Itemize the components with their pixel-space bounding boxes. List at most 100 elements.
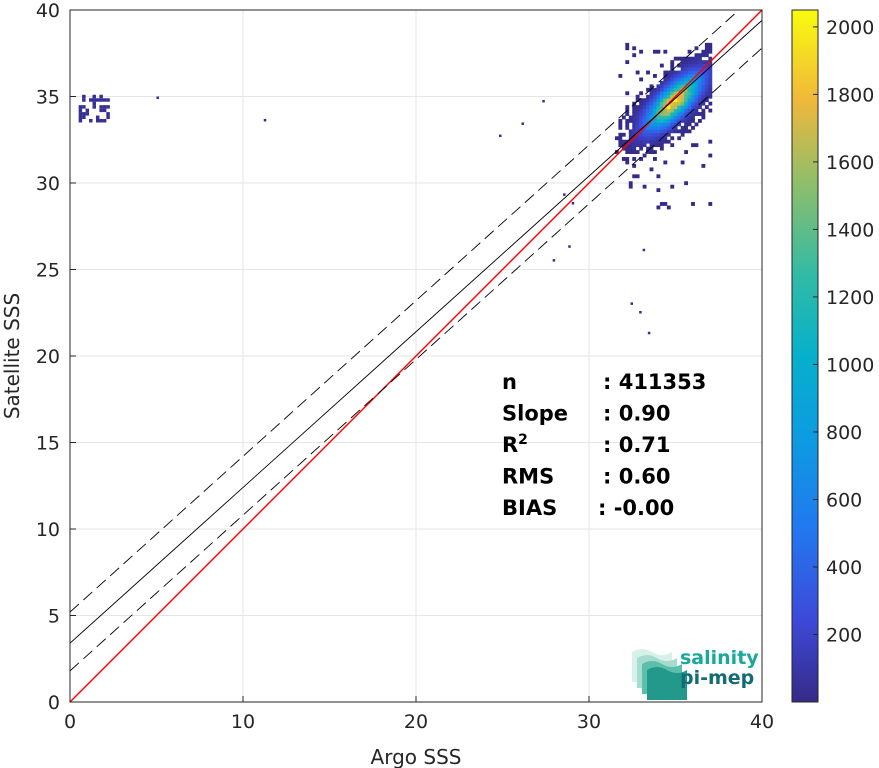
density-cell: [673, 122, 678, 127]
density-cell: [666, 118, 671, 123]
density-cell: [697, 56, 702, 61]
density-cell: [663, 94, 668, 99]
density-cell: [697, 63, 702, 68]
density-cell: [677, 70, 682, 75]
density-cell: [552, 259, 556, 262]
density-cell: [691, 84, 695, 89]
density-cell: [666, 205, 671, 210]
density-cell: [691, 125, 695, 130]
density-cell: [704, 77, 709, 82]
density-cell: [499, 134, 502, 138]
density-cell: [642, 118, 647, 123]
density-cell: [649, 146, 654, 151]
density-cell: [701, 115, 706, 120]
density-cell: [659, 105, 664, 110]
density-cell: [621, 132, 626, 137]
density-cell: [78, 105, 83, 109]
density-cell: [701, 163, 706, 168]
density-cell: [663, 70, 668, 75]
density-cell: [625, 112, 630, 116]
density-cell: [656, 49, 661, 54]
density-cell: [666, 115, 671, 120]
density-cell: [694, 94, 699, 99]
density-cell: [642, 129, 647, 134]
density-cell: [701, 94, 706, 99]
density-cell: [639, 143, 644, 148]
density-cell: [701, 101, 706, 106]
density-cell: [635, 118, 640, 123]
density-cell: [684, 67, 689, 71]
density-cell: [630, 302, 634, 305]
density-cell: [697, 98, 702, 103]
density-cell: [687, 101, 692, 106]
density-cell: [542, 99, 545, 103]
density-cell: [653, 105, 657, 110]
density-cell: [649, 136, 654, 141]
density-cell: [653, 49, 657, 54]
density-cell: [646, 129, 650, 134]
density-cell: [642, 153, 647, 158]
density-cell: [708, 70, 713, 75]
density-cell: [659, 139, 664, 144]
density-cell: [653, 136, 657, 141]
density-cell: [639, 91, 644, 96]
density-cell: [677, 80, 682, 85]
y-axis: 0 5 10 15 20 25 30 35 40: [36, 0, 76, 714]
density-cell: [680, 101, 685, 106]
density-cell: [680, 70, 685, 75]
density-cell: [694, 98, 699, 103]
density-cell: [632, 101, 637, 106]
density-cell: [85, 112, 90, 116]
density-cell: [95, 98, 100, 102]
density-cell: [102, 108, 107, 113]
density-cell: [628, 184, 633, 189]
density-cell: [701, 53, 706, 58]
density-cell: [639, 105, 644, 110]
density-cell: [704, 67, 709, 71]
density-cell: [649, 108, 654, 113]
density-cell: [625, 42, 630, 47]
density-cell: [618, 125, 623, 130]
density-cell: [691, 105, 695, 110]
colorbar-tick-label: 2000: [826, 17, 874, 39]
density-cell: [697, 53, 702, 58]
line-regression-lower: [69, 47, 763, 672]
density-cell: [263, 118, 267, 122]
density-cell: [659, 143, 664, 148]
density-cell: [642, 112, 647, 116]
density-cell: [697, 84, 702, 89]
density-cell: [642, 132, 647, 137]
y-tick-label: 15: [36, 433, 60, 455]
density-cell: [659, 118, 664, 123]
density-cell: [687, 94, 692, 99]
density-cell: [649, 84, 654, 89]
density-cell: [656, 84, 661, 89]
density-cell: [639, 98, 644, 103]
density-cell: [646, 118, 650, 123]
density-cell: [687, 56, 692, 61]
density-cell: [677, 122, 682, 127]
density-cell: [656, 129, 661, 134]
density-cell: [677, 118, 682, 123]
density-cell: [659, 132, 664, 137]
density-cell: [82, 105, 86, 109]
density-cell: [659, 91, 664, 96]
density-cell: [673, 87, 678, 92]
density-cell: [701, 49, 706, 54]
density-cell: [639, 146, 644, 151]
density-cell: [632, 157, 637, 161]
density-cell: [635, 174, 640, 179]
density-cell: [708, 202, 713, 206]
density-cell: [656, 101, 661, 106]
density-cell: [635, 115, 640, 120]
density-cell: [618, 139, 623, 144]
density-cell: [639, 77, 644, 82]
density-cell: [653, 129, 657, 134]
density-cell: [663, 129, 668, 134]
density-cell: [670, 70, 675, 75]
density-cell: [632, 143, 637, 148]
density-cell: [659, 125, 664, 130]
density-cell: [701, 63, 706, 68]
density-cell: [666, 132, 671, 137]
density-cell: [704, 91, 709, 96]
